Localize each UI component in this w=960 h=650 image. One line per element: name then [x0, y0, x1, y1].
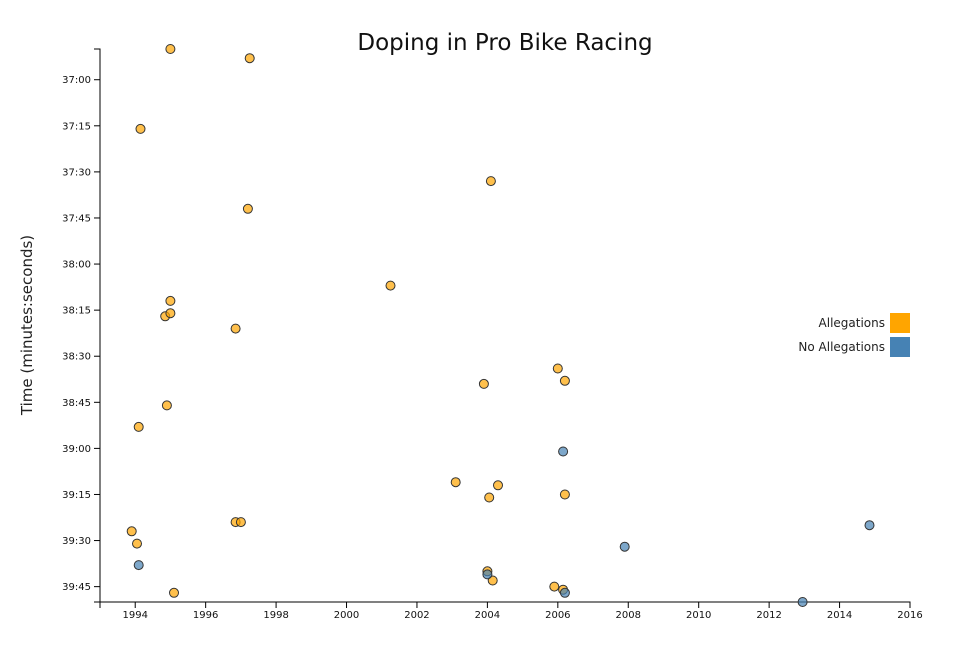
y-tick-label: 39:30	[62, 536, 91, 547]
y-tick-label: 39:15	[62, 490, 91, 501]
y-axis-line	[94, 48, 101, 603]
y-tick-label: 39:00	[62, 444, 91, 455]
x-tick-label: 2008	[616, 610, 641, 621]
y-axis: 37:00 37:15 37:30 37:45 38:00 38:15 38:30 38:45…	[62, 48, 101, 603]
y-axis-label: Time (minutes:seconds)	[18, 235, 36, 416]
data-point-allegations[interactable]	[478, 378, 489, 389]
data-point-allegations[interactable]	[165, 308, 176, 319]
y-tick-label: 37:15	[62, 121, 91, 132]
data-point-no-allegations[interactable]	[558, 446, 569, 457]
data-point-allegations[interactable]	[133, 421, 144, 432]
legend-label: Allegations	[819, 316, 885, 330]
x-tick-label: 2004	[475, 610, 500, 621]
data-point-allegations[interactable]	[126, 526, 137, 537]
data-point-allegations[interactable]	[552, 363, 563, 374]
data-point-allegations[interactable]	[485, 176, 496, 187]
x-tick-label: 2012	[756, 610, 781, 621]
data-point-allegations[interactable]	[242, 203, 253, 214]
x-tick-label: 2016	[897, 610, 922, 621]
data-point-no-allegations[interactable]	[864, 520, 875, 531]
data-point-allegations[interactable]	[450, 477, 461, 488]
legend-label: No Allegations	[798, 340, 885, 354]
data-point-no-allegations[interactable]	[482, 569, 493, 580]
data-point-allegations[interactable]	[165, 44, 176, 54]
x-tick-label: 1998	[263, 610, 288, 621]
y-tick-label: 38:45	[62, 398, 91, 409]
y-tick-label: 38:00	[62, 260, 91, 271]
chart-title: Doping in Pro Bike Racing	[357, 30, 652, 56]
data-point-allegations[interactable]	[493, 480, 503, 491]
data-point-allegations[interactable]	[132, 538, 142, 549]
x-tick-label: 2002	[404, 610, 429, 621]
data-point-allegations[interactable]	[230, 323, 241, 334]
x-tick-label: 1994	[122, 610, 147, 621]
y-tick-label: 39:45	[62, 582, 91, 593]
x-tick-label: 2006	[545, 610, 570, 621]
y-tick-label: 37:45	[62, 213, 91, 224]
data-point-no-allegations[interactable]	[133, 560, 144, 571]
legend-swatch	[890, 337, 910, 357]
data-point-allegations[interactable]	[244, 53, 255, 64]
x-tick-label: 2014	[827, 610, 852, 621]
data-point-allegations[interactable]	[169, 587, 179, 598]
data-point-no-allegations[interactable]	[797, 597, 808, 607]
x-axis: 1994 1996 1998 2000 2002 2004 2006 2008 2010 2012…	[99, 601, 923, 621]
data-points	[126, 44, 875, 607]
data-point-allegations[interactable]	[559, 375, 570, 386]
data-point-allegations[interactable]	[559, 489, 570, 500]
legend-swatch	[890, 313, 910, 333]
x-axis-line	[99, 601, 911, 608]
data-point-allegations[interactable]	[549, 581, 560, 592]
x-tick-label: 1996	[193, 610, 218, 621]
legend: Allegations No Allegations	[798, 313, 910, 357]
data-point-allegations[interactable]	[235, 517, 246, 528]
y-tick-label: 37:30	[62, 167, 91, 178]
data-point-allegations[interactable]	[135, 123, 146, 134]
data-point-allegations[interactable]	[484, 492, 495, 503]
y-tick-label: 38:15	[62, 306, 91, 317]
data-point-no-allegations[interactable]	[559, 587, 570, 598]
x-tick-label: 2010	[686, 610, 711, 621]
data-point-allegations[interactable]	[165, 295, 176, 306]
y-tick-label: 38:30	[62, 352, 91, 363]
data-point-no-allegations[interactable]	[619, 541, 630, 552]
y-tick-label: 37:00	[62, 75, 91, 86]
x-tick-label: 2000	[334, 610, 359, 621]
data-point-allegations[interactable]	[385, 280, 396, 291]
data-point-allegations[interactable]	[161, 400, 172, 411]
